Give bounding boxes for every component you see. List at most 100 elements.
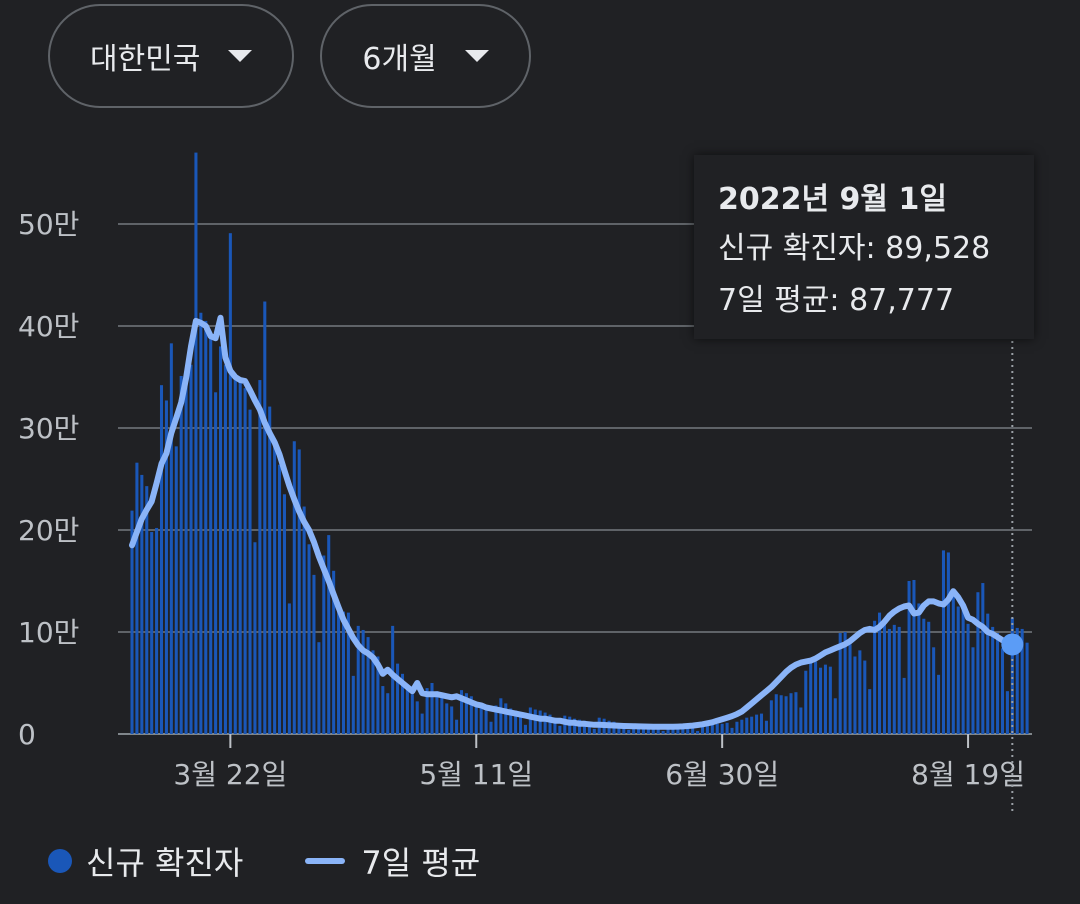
x-axis: 3월 22일 5월 11일 6월 30일 8월 19일 — [173, 734, 1025, 791]
y-axis: 0 10만 20만 30만 40만 50만 — [18, 208, 79, 751]
bar — [991, 626, 995, 734]
bar — [204, 320, 208, 734]
bar — [927, 621, 931, 734]
bar — [848, 644, 852, 734]
bar — [725, 722, 729, 734]
bar — [759, 713, 764, 734]
legend-average: 7일 평균 — [361, 844, 481, 882]
bar — [184, 378, 188, 734]
bar — [396, 663, 400, 734]
bar — [533, 709, 537, 734]
bar — [268, 406, 272, 734]
bar — [386, 693, 390, 734]
bar — [464, 693, 468, 734]
x-tick-label: 6월 30일 — [665, 758, 779, 791]
bar — [135, 462, 139, 734]
bar — [873, 620, 877, 734]
bar — [430, 683, 434, 734]
bar-series-swatch — [48, 849, 72, 873]
bar — [961, 603, 965, 734]
bar — [828, 666, 832, 734]
bar — [558, 725, 562, 734]
bar — [833, 698, 837, 734]
bar — [405, 687, 409, 734]
bar — [278, 464, 282, 734]
bar — [1000, 648, 1005, 734]
bar — [946, 552, 950, 734]
x-tick-label: 5월 11일 — [419, 758, 533, 791]
bar — [705, 724, 709, 734]
x-tick-label: 8월 19일 — [911, 758, 1025, 791]
bar — [243, 388, 247, 734]
bar — [317, 642, 321, 734]
bar — [691, 727, 695, 734]
bar — [666, 726, 670, 734]
new-cases-bars — [130, 152, 1029, 735]
bar — [882, 623, 886, 734]
bar — [981, 583, 985, 734]
bar — [155, 527, 159, 734]
bar — [238, 378, 242, 734]
bar — [971, 647, 975, 734]
region-dropdown[interactable]: 대한민국 — [48, 4, 295, 108]
bar — [174, 446, 178, 734]
bar — [130, 510, 134, 734]
region-dropdown-label: 대한민국 — [90, 42, 201, 77]
bar — [996, 633, 1000, 734]
bar — [764, 720, 768, 734]
bar — [809, 659, 813, 734]
bar — [489, 721, 493, 734]
bar — [932, 647, 936, 734]
bar — [420, 713, 424, 734]
bar — [789, 693, 793, 734]
bar — [951, 594, 955, 734]
bar — [730, 727, 734, 734]
bar — [164, 400, 168, 734]
caret-down-icon — [228, 50, 253, 62]
bar — [661, 730, 665, 734]
bar — [681, 726, 685, 734]
y-tick-label: 20만 — [18, 514, 79, 547]
bar — [710, 724, 714, 734]
bar — [189, 364, 193, 734]
bar — [219, 346, 223, 734]
bar — [346, 612, 350, 734]
bar — [887, 628, 891, 734]
bar — [307, 544, 311, 734]
bar — [587, 722, 591, 734]
bar — [523, 724, 527, 734]
y-tick-label: 50만 — [18, 208, 79, 241]
hover-point — [1001, 633, 1024, 656]
line-series-swatch — [305, 858, 346, 864]
y-tick-label: 40만 — [18, 310, 79, 343]
bar — [179, 375, 183, 734]
bar — [907, 581, 911, 734]
bar — [253, 542, 257, 734]
bar — [769, 700, 773, 734]
bar — [902, 677, 906, 734]
bar — [322, 555, 326, 734]
bar — [474, 702, 478, 734]
bar — [553, 717, 557, 734]
bar — [774, 694, 778, 734]
bar — [745, 717, 749, 734]
cases-chart[interactable]: 3월 22일 5월 11일 6월 30일 8월 19일 0 10만 20만 30만 40만 50… — [0, 140, 1080, 820]
bar — [779, 695, 783, 734]
bar — [814, 661, 818, 734]
period-dropdown-label: 6개월 — [362, 42, 437, 77]
bar — [941, 550, 945, 734]
bar — [228, 233, 232, 734]
bar — [519, 714, 523, 734]
bar — [696, 730, 700, 734]
period-dropdown[interactable]: 6개월 — [320, 4, 531, 108]
bar — [528, 707, 532, 734]
tooltip-average: 7일 평균: 87,777 — [718, 283, 955, 318]
bar — [140, 474, 144, 734]
bar — [371, 650, 375, 734]
bar — [440, 697, 444, 734]
bar — [435, 691, 439, 734]
bar — [366, 637, 370, 734]
average-line — [129, 314, 1016, 730]
caret-down-icon — [464, 50, 489, 62]
bar — [976, 592, 980, 734]
